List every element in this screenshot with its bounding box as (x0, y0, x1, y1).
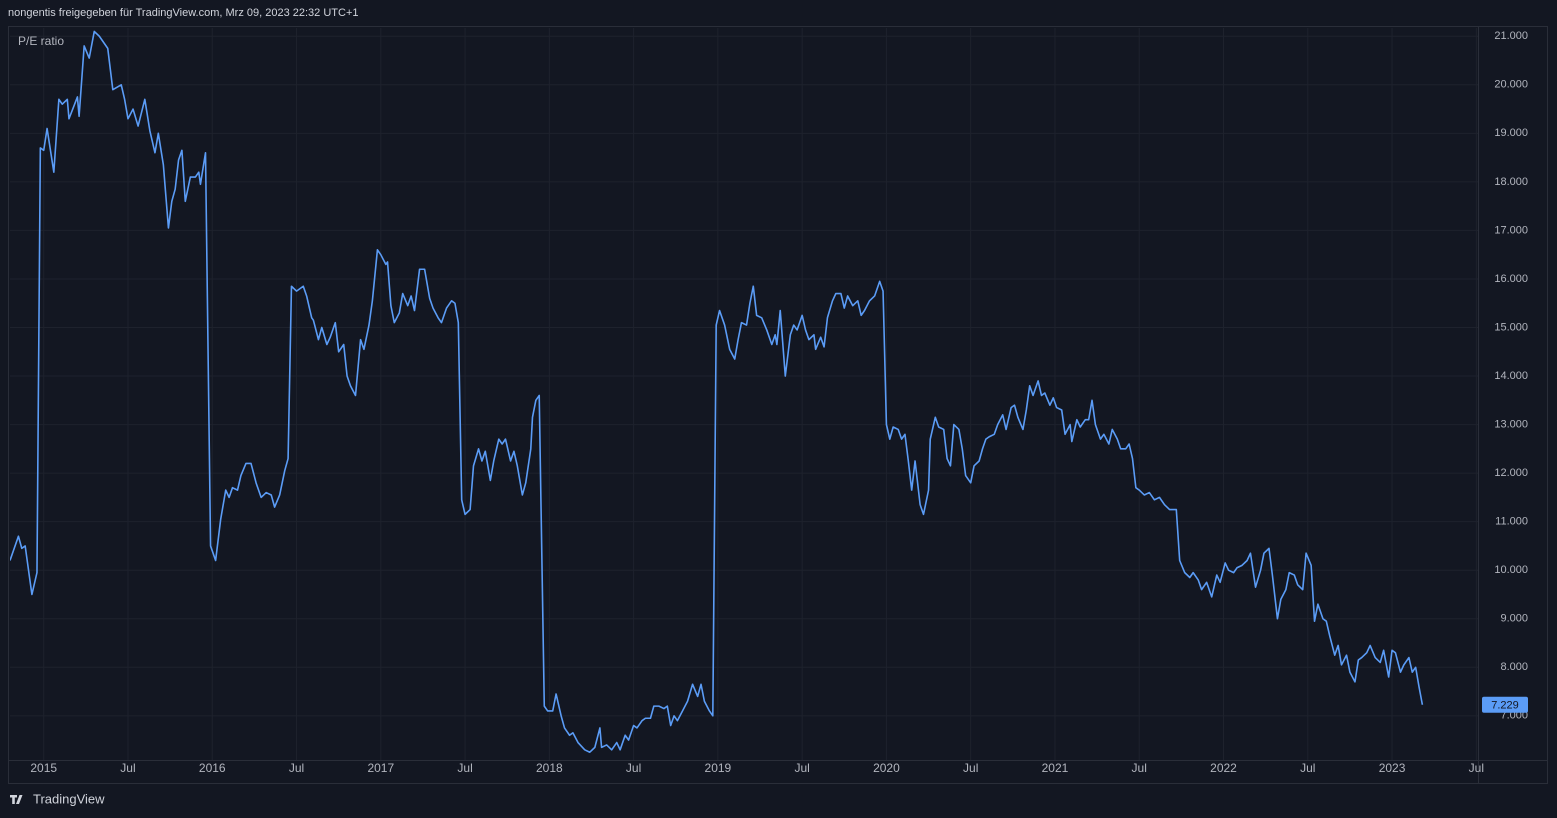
x-tick-label: Jul (120, 761, 135, 775)
footer-brand: TradingView (33, 791, 105, 806)
line (10, 30, 1424, 754)
plot (10, 30, 1424, 754)
panel-border (8, 26, 1548, 784)
footer-logo (10, 795, 23, 804)
x-tick-label: 2015 (30, 761, 57, 775)
x-tick-label: Jul (626, 761, 641, 775)
y-tick-label: 13.000 (1494, 418, 1528, 430)
x-tick-label: Jul (289, 761, 304, 775)
x-tick-label: 2022 (1210, 761, 1237, 775)
last-value-box (1482, 696, 1528, 713)
y-tick-label: 14.000 (1494, 370, 1528, 382)
y-tick-label: 19.000 (1494, 127, 1528, 139)
y-tick-label: 17.000 (1494, 224, 1528, 236)
last-value-label: 7.229 (1491, 700, 1519, 712)
y-tick-label: 16.000 (1494, 273, 1528, 285)
y-tick-label: 15.000 (1494, 321, 1528, 333)
x-tick-label: Jul (1132, 761, 1147, 775)
y-tick-label: 20.000 (1494, 79, 1528, 91)
x-tick-label: Jul (794, 761, 809, 775)
x-tick-label: 2023 (1379, 761, 1406, 775)
x-tick-label: 2018 (536, 761, 563, 775)
legend-entry: P/E ratio (18, 34, 64, 48)
y-tick-label: 12.000 (1494, 467, 1528, 479)
x-tick-label: 2021 (1042, 761, 1069, 775)
x-tick-label: 2016 (199, 761, 226, 775)
x-tick-label: Jul (963, 761, 978, 775)
x-tick-label: 2019 (705, 761, 732, 775)
x-tick-label: Jul (1300, 761, 1315, 775)
y-tick-label: 10.000 (1494, 564, 1528, 576)
logo-icon (10, 795, 23, 804)
header-text: nongentis freigegeben für TradingView.co… (8, 7, 358, 19)
y-tick-label: 11.000 (1495, 516, 1528, 528)
x-tick-label: 2020 (873, 761, 900, 775)
y-tick-label: 8.000 (1500, 661, 1528, 673)
x-tick-label: Jul (1469, 761, 1484, 775)
grid (10, 28, 1478, 760)
y-tick-label: 9.000 (1500, 613, 1528, 625)
y-tick-label: 7.000 (1500, 710, 1528, 722)
x-tick-label: Jul (457, 761, 472, 775)
y-tick-label: 18.000 (1494, 176, 1528, 188)
y-tick-label: 21.000 (1494, 30, 1528, 42)
x-tick-label: 2017 (367, 761, 394, 775)
